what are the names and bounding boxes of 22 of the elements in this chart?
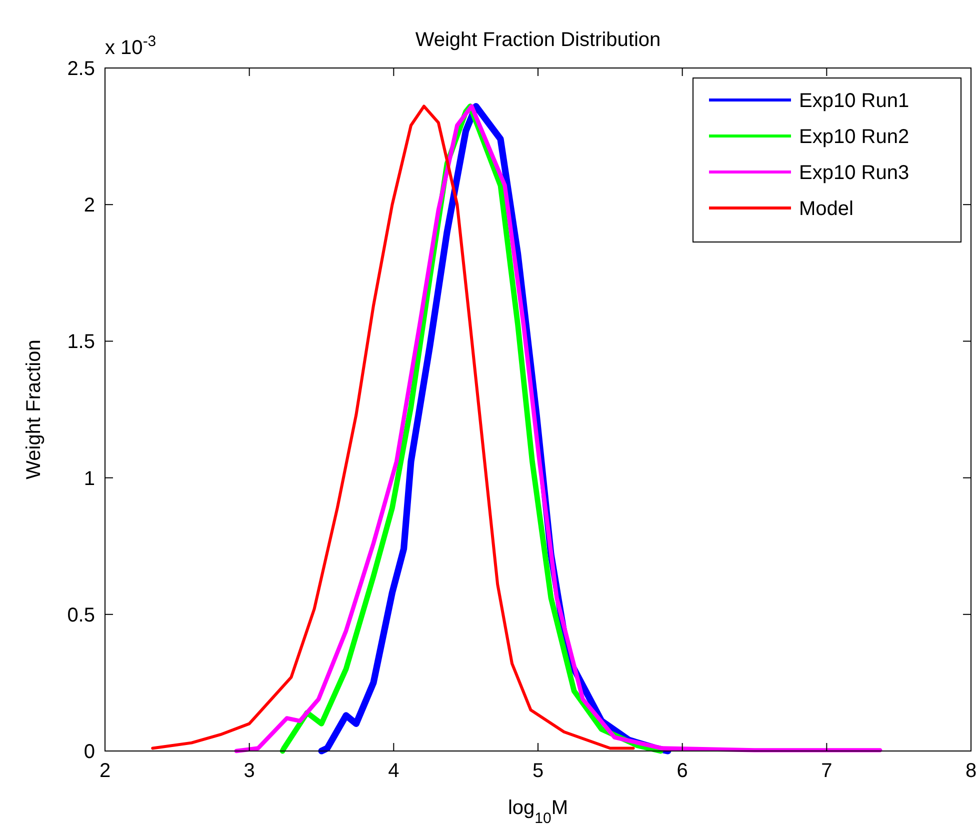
legend-label: Exp10 Run2: [799, 126, 910, 148]
legend-label: Exp10 Run3: [799, 162, 910, 184]
x-tick-label: 2: [99, 760, 111, 782]
legend-label: Model: [799, 198, 854, 220]
y-tick-label: 2: [84, 194, 95, 217]
text: x 10$^{-3}$: [105, 32, 156, 59]
line-series: [151, 104, 635, 750]
y-tick-label: 1: [84, 468, 95, 490]
legend-label: Exp10 Run1: [799, 90, 910, 112]
x-tick-label: 4: [388, 760, 400, 782]
y-tick-label: 1.5: [67, 331, 95, 354]
chart-title: Weight Fraction Distribution: [415, 29, 661, 51]
x-tick-label: 3: [244, 760, 255, 782]
x-tick-label: 5: [532, 760, 544, 782]
y-axis-title: Weight Fraction: [23, 340, 45, 480]
x-tick-label: 7: [821, 760, 832, 782]
x-axis-title: log$_{10}$M: [508, 797, 568, 826]
x-tick-label: 8: [965, 760, 977, 782]
y-tick-label: 0.5: [67, 604, 95, 626]
y-tick-label: 2.5: [67, 58, 95, 80]
x-tick-label: 6: [676, 760, 688, 782]
y-tick-label: 0: [84, 741, 95, 763]
